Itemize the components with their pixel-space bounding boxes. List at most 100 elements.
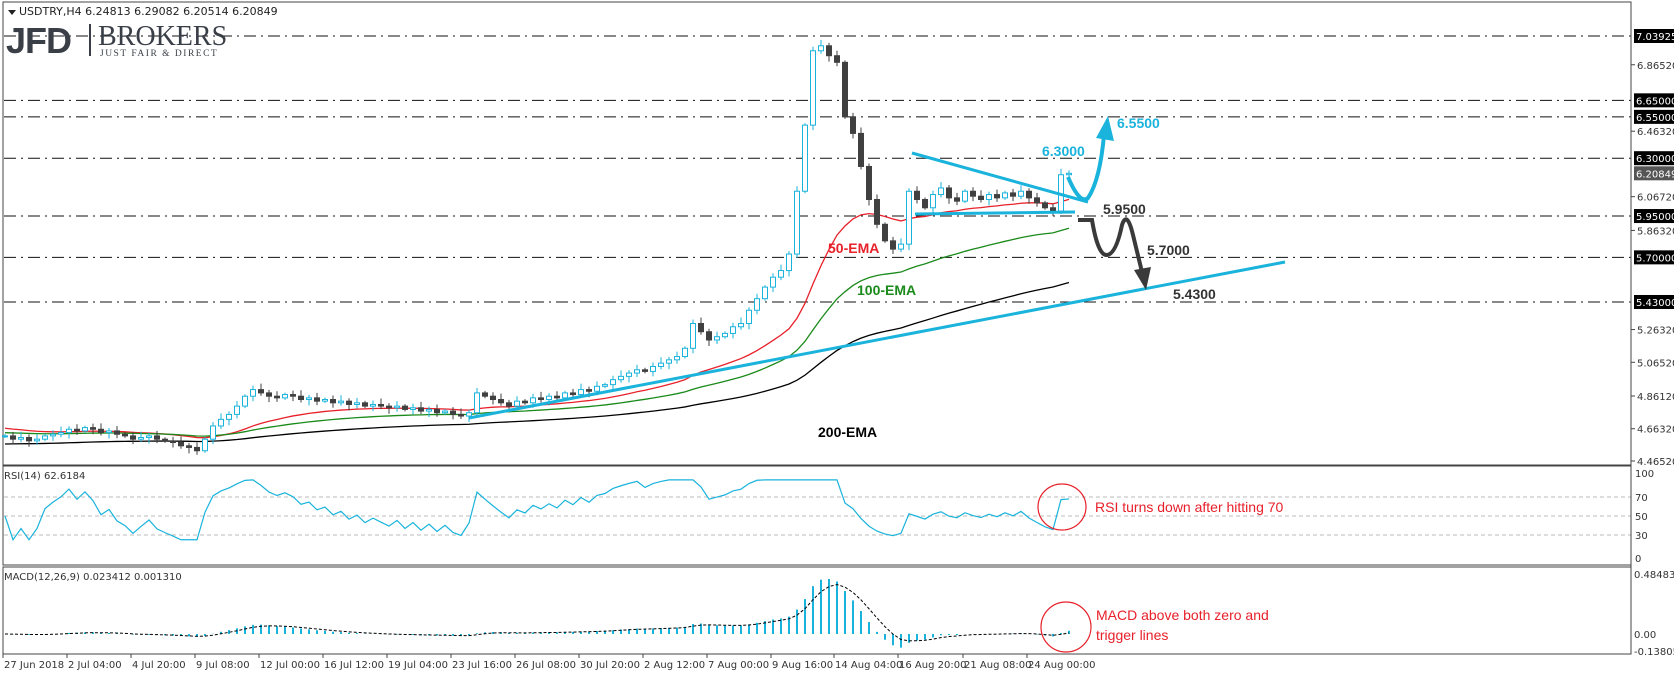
candle bbox=[786, 251, 792, 277]
candle-body bbox=[346, 400, 352, 405]
candle bbox=[650, 362, 656, 377]
candle bbox=[658, 357, 664, 370]
candle-body bbox=[266, 392, 272, 397]
bullish-scenario-arrow bbox=[1066, 116, 1114, 202]
time-tick-label: 24 Aug 00:00 bbox=[1028, 660, 1095, 671]
arrow-down-icon bbox=[1134, 267, 1151, 290]
candle-body bbox=[570, 392, 576, 396]
candle bbox=[762, 285, 768, 301]
time-tick-label: 4 Jul 20:00 bbox=[132, 660, 186, 671]
candle bbox=[98, 423, 104, 436]
candle bbox=[874, 194, 880, 229]
candle-body bbox=[842, 61, 848, 118]
time-tick-label: 27 Jun 2018 bbox=[4, 660, 64, 671]
candle bbox=[754, 293, 760, 315]
time-tick-label: 26 Jul 08:00 bbox=[516, 660, 576, 671]
level-price-tag bbox=[1634, 93, 1674, 108]
candle-body bbox=[514, 400, 520, 407]
candle bbox=[954, 192, 960, 206]
candle bbox=[322, 397, 328, 404]
level-price-tag bbox=[1634, 294, 1674, 309]
time-tick-label: 16 Jul 12:00 bbox=[324, 660, 384, 671]
candle bbox=[770, 273, 776, 293]
candle-body bbox=[938, 187, 944, 196]
candle-body bbox=[706, 331, 712, 341]
candle-body bbox=[202, 438, 208, 452]
logo-jfd: JFD bbox=[6, 20, 71, 61]
candle-body bbox=[954, 197, 960, 202]
candle bbox=[10, 431, 16, 445]
candle bbox=[362, 400, 368, 409]
candle-body bbox=[234, 405, 240, 415]
candle-body bbox=[754, 298, 760, 311]
candle bbox=[850, 112, 856, 139]
level-price-label: 5.95000 bbox=[1636, 212, 1674, 223]
candle-body bbox=[314, 397, 320, 402]
candle bbox=[2, 433, 8, 438]
candle-body bbox=[594, 385, 600, 392]
candle bbox=[994, 189, 1000, 202]
candle bbox=[186, 442, 192, 454]
candle-body bbox=[858, 132, 864, 167]
trendlines bbox=[468, 151, 1286, 420]
candle-body bbox=[370, 403, 376, 407]
candle-body bbox=[786, 253, 792, 272]
candle bbox=[170, 436, 176, 448]
candle bbox=[250, 385, 256, 402]
candle-body bbox=[930, 194, 936, 209]
candle-body bbox=[674, 356, 680, 361]
candle-body bbox=[698, 322, 704, 333]
candle bbox=[450, 407, 456, 420]
candle-body bbox=[586, 389, 592, 392]
macd-tick-label: 0.00 bbox=[1634, 630, 1656, 641]
candle bbox=[90, 423, 96, 435]
logo-brokers: BROKERS bbox=[98, 21, 227, 52]
candle bbox=[58, 426, 64, 438]
candle-body bbox=[114, 430, 120, 435]
target-6550-label: 6.5500 bbox=[1117, 115, 1160, 131]
candle bbox=[898, 238, 904, 253]
candle bbox=[1002, 190, 1008, 200]
candle bbox=[602, 382, 608, 389]
candle-body bbox=[826, 45, 832, 57]
candle bbox=[82, 425, 88, 433]
candle-body bbox=[802, 124, 808, 192]
candle bbox=[18, 431, 24, 443]
candle bbox=[906, 188, 912, 251]
support-5700-label: 5.7000 bbox=[1147, 242, 1190, 258]
candle bbox=[234, 401, 240, 419]
time-tick-label: 9 Jul 08:00 bbox=[196, 660, 250, 671]
candle-body bbox=[546, 395, 552, 401]
candle-body bbox=[394, 405, 400, 409]
candle-body bbox=[818, 45, 824, 52]
candle bbox=[938, 181, 944, 198]
support-5950-label: 5.9500 bbox=[1103, 201, 1146, 217]
candle-body bbox=[1042, 202, 1048, 209]
candle-body bbox=[450, 410, 456, 415]
candle bbox=[162, 437, 168, 443]
candle bbox=[210, 421, 216, 445]
candle-body bbox=[690, 322, 696, 349]
candle-body bbox=[554, 395, 560, 399]
candle-body bbox=[362, 402, 368, 407]
candle-body bbox=[650, 365, 656, 372]
candle bbox=[466, 409, 472, 422]
candle bbox=[722, 331, 728, 339]
candle-body bbox=[1050, 207, 1056, 212]
candle bbox=[1010, 188, 1016, 202]
candle bbox=[930, 190, 936, 213]
candle-body bbox=[146, 435, 152, 439]
candle bbox=[1050, 203, 1056, 217]
jfd-brokers-logo: JFD BROKERS JUST FAIR & DIRECT bbox=[6, 20, 227, 61]
level-price-label: 6.30000 bbox=[1636, 154, 1674, 165]
rsi-annotation: RSI turns down after hitting 70 bbox=[1095, 499, 1284, 515]
candle bbox=[738, 317, 744, 330]
candle bbox=[778, 264, 784, 281]
level-price-tag bbox=[1634, 250, 1674, 265]
candle-body bbox=[482, 392, 488, 397]
candle-body bbox=[218, 418, 224, 427]
candle bbox=[50, 430, 56, 441]
candle bbox=[370, 400, 376, 412]
triangle-down-icon[interactable] bbox=[8, 10, 16, 15]
